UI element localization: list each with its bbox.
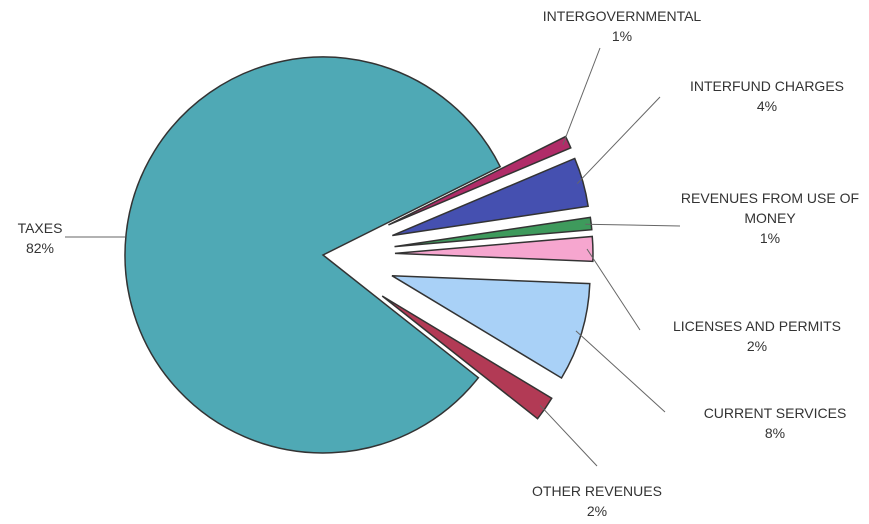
value-label: 2% (586, 503, 608, 519)
value-label: 2% (746, 338, 768, 354)
pie-slice (394, 235, 594, 263)
leader-line (586, 248, 641, 331)
pie-slice (381, 295, 553, 420)
slice-label: CURRENT SERVICES 8% (675, 403, 869, 443)
category-name: INTERFUND CHARGES (689, 78, 844, 94)
pie-slice (124, 56, 502, 454)
slice-label: REVENUES FROM USE OF MONEY 1% (678, 188, 863, 248)
category-name: CURRENT SERVICES (703, 405, 847, 421)
category-name: OTHER REVENUES (532, 483, 662, 499)
value-label: 8% (764, 425, 786, 441)
leader-line (539, 404, 598, 467)
leader-line (575, 330, 666, 413)
value-label: 4% (756, 98, 778, 114)
leader-line (562, 47, 601, 145)
pie-slice (392, 157, 589, 237)
value-label: 1% (611, 28, 633, 44)
pie-slice (394, 216, 593, 248)
value-label: 1% (759, 230, 781, 246)
slice-label: LICENSES AND PERMITS 2% (647, 316, 867, 356)
category-name: REVENUES FROM USE OF MONEY (680, 190, 860, 226)
slice-label: INTERGOVERNMENTAL 1% (522, 6, 722, 46)
slice-label: TAXES 82% (0, 218, 85, 258)
pie-slice (391, 274, 591, 379)
leader-line (585, 223, 681, 227)
category-name: INTERGOVERNMENTAL (542, 8, 702, 24)
category-name: LICENSES AND PERMITS (672, 318, 842, 334)
slice-label: INTERFUND CHARGES 4% (667, 76, 867, 116)
slice-label: OTHER REVENUES 2% (497, 481, 697, 521)
value-label: 82% (25, 240, 55, 256)
leader-line (576, 96, 661, 184)
category-name: TAXES (17, 220, 63, 236)
